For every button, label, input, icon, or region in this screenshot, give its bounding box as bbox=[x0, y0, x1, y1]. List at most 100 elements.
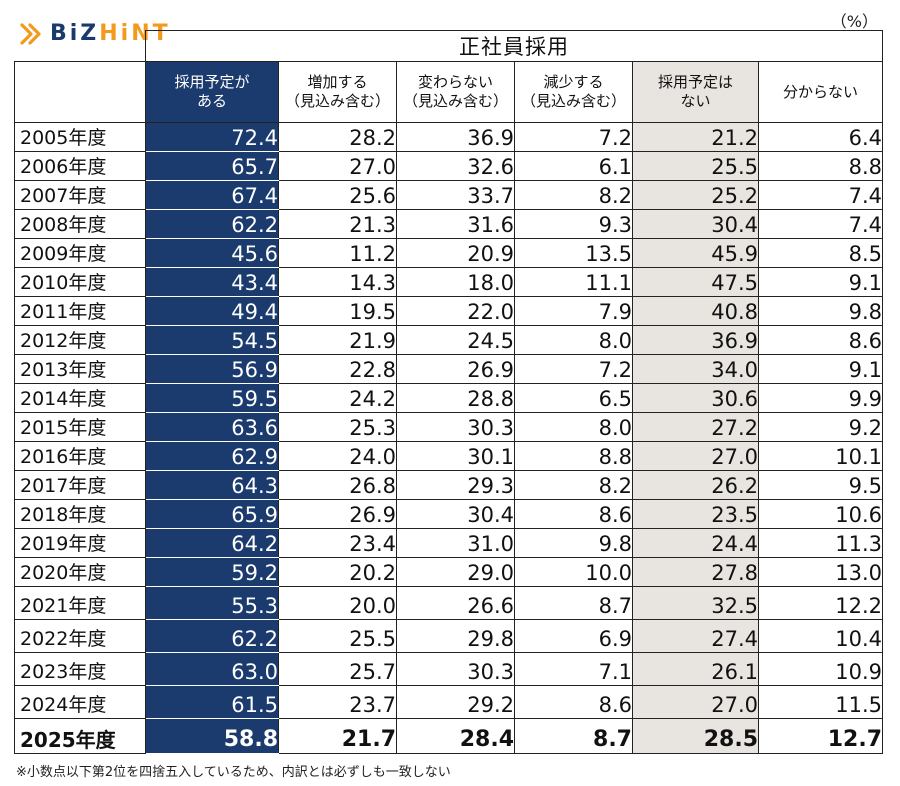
cell-unchanged: 29.8 bbox=[396, 619, 515, 653]
cell-unknown: 9.9 bbox=[758, 383, 883, 413]
cell-year: 2010年度 bbox=[14, 267, 146, 297]
cell-increase: 14.3 bbox=[278, 267, 397, 297]
cell-plan-yes: 63.0 bbox=[145, 652, 279, 686]
table-row: 2023年度 63.0 25.7 30.3 7.1 26.1 10.9 bbox=[14, 652, 883, 686]
cell-unchanged: 33.7 bbox=[396, 180, 515, 210]
table-row: 2012年度 54.5 21.9 24.5 8.0 36.9 8.6 bbox=[14, 325, 883, 355]
cell-year: 2009年度 bbox=[14, 238, 146, 268]
cell-plan-yes: 49.4 bbox=[145, 296, 279, 326]
cell-increase: 21.9 bbox=[278, 325, 397, 355]
cell-plan-no: 27.0 bbox=[632, 441, 759, 471]
cell-decrease: 6.1 bbox=[514, 151, 633, 181]
cell-plan-no: 27.2 bbox=[632, 412, 759, 442]
cell-decrease: 8.2 bbox=[514, 180, 633, 210]
cell-unknown: 12.7 bbox=[758, 718, 883, 754]
cell-unchanged: 28.8 bbox=[396, 383, 515, 413]
cell-plan-yes: 58.8 bbox=[145, 718, 279, 754]
cell-unknown: 8.5 bbox=[758, 238, 883, 268]
cell-decrease: 6.5 bbox=[514, 383, 633, 413]
cell-unknown: 13.0 bbox=[758, 557, 883, 587]
cell-increase: 20.2 bbox=[278, 557, 397, 587]
cell-plan-no: 28.5 bbox=[632, 718, 759, 754]
cell-decrease: 7.1 bbox=[514, 652, 633, 686]
cell-year: 2017年度 bbox=[14, 470, 146, 500]
cell-year: 2011年度 bbox=[14, 296, 146, 326]
cell-year: 2023年度 bbox=[14, 652, 146, 686]
cell-plan-no: 26.2 bbox=[632, 470, 759, 500]
cell-plan-no: 36.9 bbox=[632, 325, 759, 355]
table-row: 2021年度 55.3 20.0 26.6 8.7 32.5 12.2 bbox=[14, 586, 883, 620]
cell-decrease: 8.7 bbox=[514, 586, 633, 620]
cell-year: 2020年度 bbox=[14, 557, 146, 587]
table-body: 2005年度 72.4 28.2 36.9 7.2 21.2 6.4 2006年度 65.7 27… bbox=[14, 122, 883, 754]
cell-unchanged: 29.0 bbox=[396, 557, 515, 587]
recruitment-table: 正社員採用 採用予定が ある 増加する （見込み含む） 変わらない （見込み含む） 減… bbox=[14, 30, 883, 754]
cell-unknown: 9.1 bbox=[758, 267, 883, 297]
cell-plan-no: 30.6 bbox=[632, 383, 759, 413]
bizhint-logo: BiZHiNT bbox=[18, 20, 171, 48]
cell-plan-no: 27.8 bbox=[632, 557, 759, 587]
cell-decrease: 9.3 bbox=[514, 209, 633, 239]
cell-unknown: 9.2 bbox=[758, 412, 883, 442]
cell-plan-yes: 65.9 bbox=[145, 499, 279, 529]
table-row: 2017年度 64.3 26.8 29.3 8.2 26.2 9.5 bbox=[14, 470, 883, 500]
cell-decrease: 8.7 bbox=[514, 718, 633, 754]
table-row: 2025年度 58.8 21.7 28.4 8.7 28.5 12.7 bbox=[14, 718, 883, 754]
cell-increase: 27.0 bbox=[278, 151, 397, 181]
table-row: 2019年度 64.2 23.4 31.0 9.8 24.4 11.3 bbox=[14, 528, 883, 558]
cell-increase: 25.5 bbox=[278, 619, 397, 653]
cell-plan-yes: 45.6 bbox=[145, 238, 279, 268]
cell-unchanged: 31.0 bbox=[396, 528, 515, 558]
cell-unchanged: 20.9 bbox=[396, 238, 515, 268]
header-unknown: 分からない bbox=[758, 61, 883, 123]
cell-decrease: 13.5 bbox=[514, 238, 633, 268]
cell-plan-no: 47.5 bbox=[632, 267, 759, 297]
cell-year: 2015年度 bbox=[14, 412, 146, 442]
cell-year: 2008年度 bbox=[14, 209, 146, 239]
cell-decrease: 9.8 bbox=[514, 528, 633, 558]
cell-plan-no: 24.4 bbox=[632, 528, 759, 558]
table-row: 2018年度 65.9 26.9 30.4 8.6 23.5 10.6 bbox=[14, 499, 883, 529]
footnote: ※小数点以下第2位を四捨五入しているため、内訳とは必ずしも一致しない bbox=[16, 765, 451, 780]
cell-unknown: 8.6 bbox=[758, 325, 883, 355]
cell-increase: 21.7 bbox=[278, 718, 397, 754]
cell-plan-yes: 67.4 bbox=[145, 180, 279, 210]
logo-mark-icon bbox=[20, 23, 41, 45]
cell-plan-yes: 63.6 bbox=[145, 412, 279, 442]
cell-plan-yes: 59.2 bbox=[145, 557, 279, 587]
table-row: 2015年度 63.6 25.3 30.3 8.0 27.2 9.2 bbox=[14, 412, 883, 442]
cell-decrease: 8.8 bbox=[514, 441, 633, 471]
cell-unknown: 10.4 bbox=[758, 619, 883, 653]
cell-plan-no: 21.2 bbox=[632, 122, 759, 152]
cell-plan-yes: 65.7 bbox=[145, 151, 279, 181]
cell-decrease: 7.2 bbox=[514, 122, 633, 152]
cell-unknown: 7.4 bbox=[758, 209, 883, 239]
cell-plan-yes: 72.4 bbox=[145, 122, 279, 152]
cell-unknown: 10.9 bbox=[758, 652, 883, 686]
logo-wordmark: BiZHiNT bbox=[50, 21, 171, 46]
cell-unchanged: 18.0 bbox=[396, 267, 515, 297]
cell-year: 2021年度 bbox=[14, 586, 146, 620]
cell-decrease: 7.2 bbox=[514, 354, 633, 384]
cell-unchanged: 29.2 bbox=[396, 685, 515, 719]
cell-plan-no: 26.1 bbox=[632, 652, 759, 686]
cell-unchanged: 32.6 bbox=[396, 151, 515, 181]
table-row: 2007年度 67.4 25.6 33.7 8.2 25.2 7.4 bbox=[14, 180, 883, 210]
cell-unknown: 7.4 bbox=[758, 180, 883, 210]
cell-plan-no: 30.4 bbox=[632, 209, 759, 239]
cell-plan-yes: 59.5 bbox=[145, 383, 279, 413]
cell-year: 2005年度 bbox=[14, 122, 146, 152]
cell-plan-no: 27.4 bbox=[632, 619, 759, 653]
header-increase: 増加する （見込み含む） bbox=[278, 61, 397, 123]
cell-unknown: 8.8 bbox=[758, 151, 883, 181]
cell-unchanged: 30.3 bbox=[396, 652, 515, 686]
cell-increase: 24.0 bbox=[278, 441, 397, 471]
cell-increase: 23.7 bbox=[278, 685, 397, 719]
table-row: 2010年度 43.4 14.3 18.0 11.1 47.5 9.1 bbox=[14, 267, 883, 297]
header-plan-yes: 採用予定が ある bbox=[145, 61, 279, 123]
table-row: 2006年度 65.7 27.0 32.6 6.1 25.5 8.8 bbox=[14, 151, 883, 181]
table-row: 2009年度 45.6 11.2 20.9 13.5 45.9 8.5 bbox=[14, 238, 883, 268]
cell-year: 2024年度 bbox=[14, 685, 146, 719]
cell-year: 2007年度 bbox=[14, 180, 146, 210]
cell-decrease: 8.0 bbox=[514, 412, 633, 442]
